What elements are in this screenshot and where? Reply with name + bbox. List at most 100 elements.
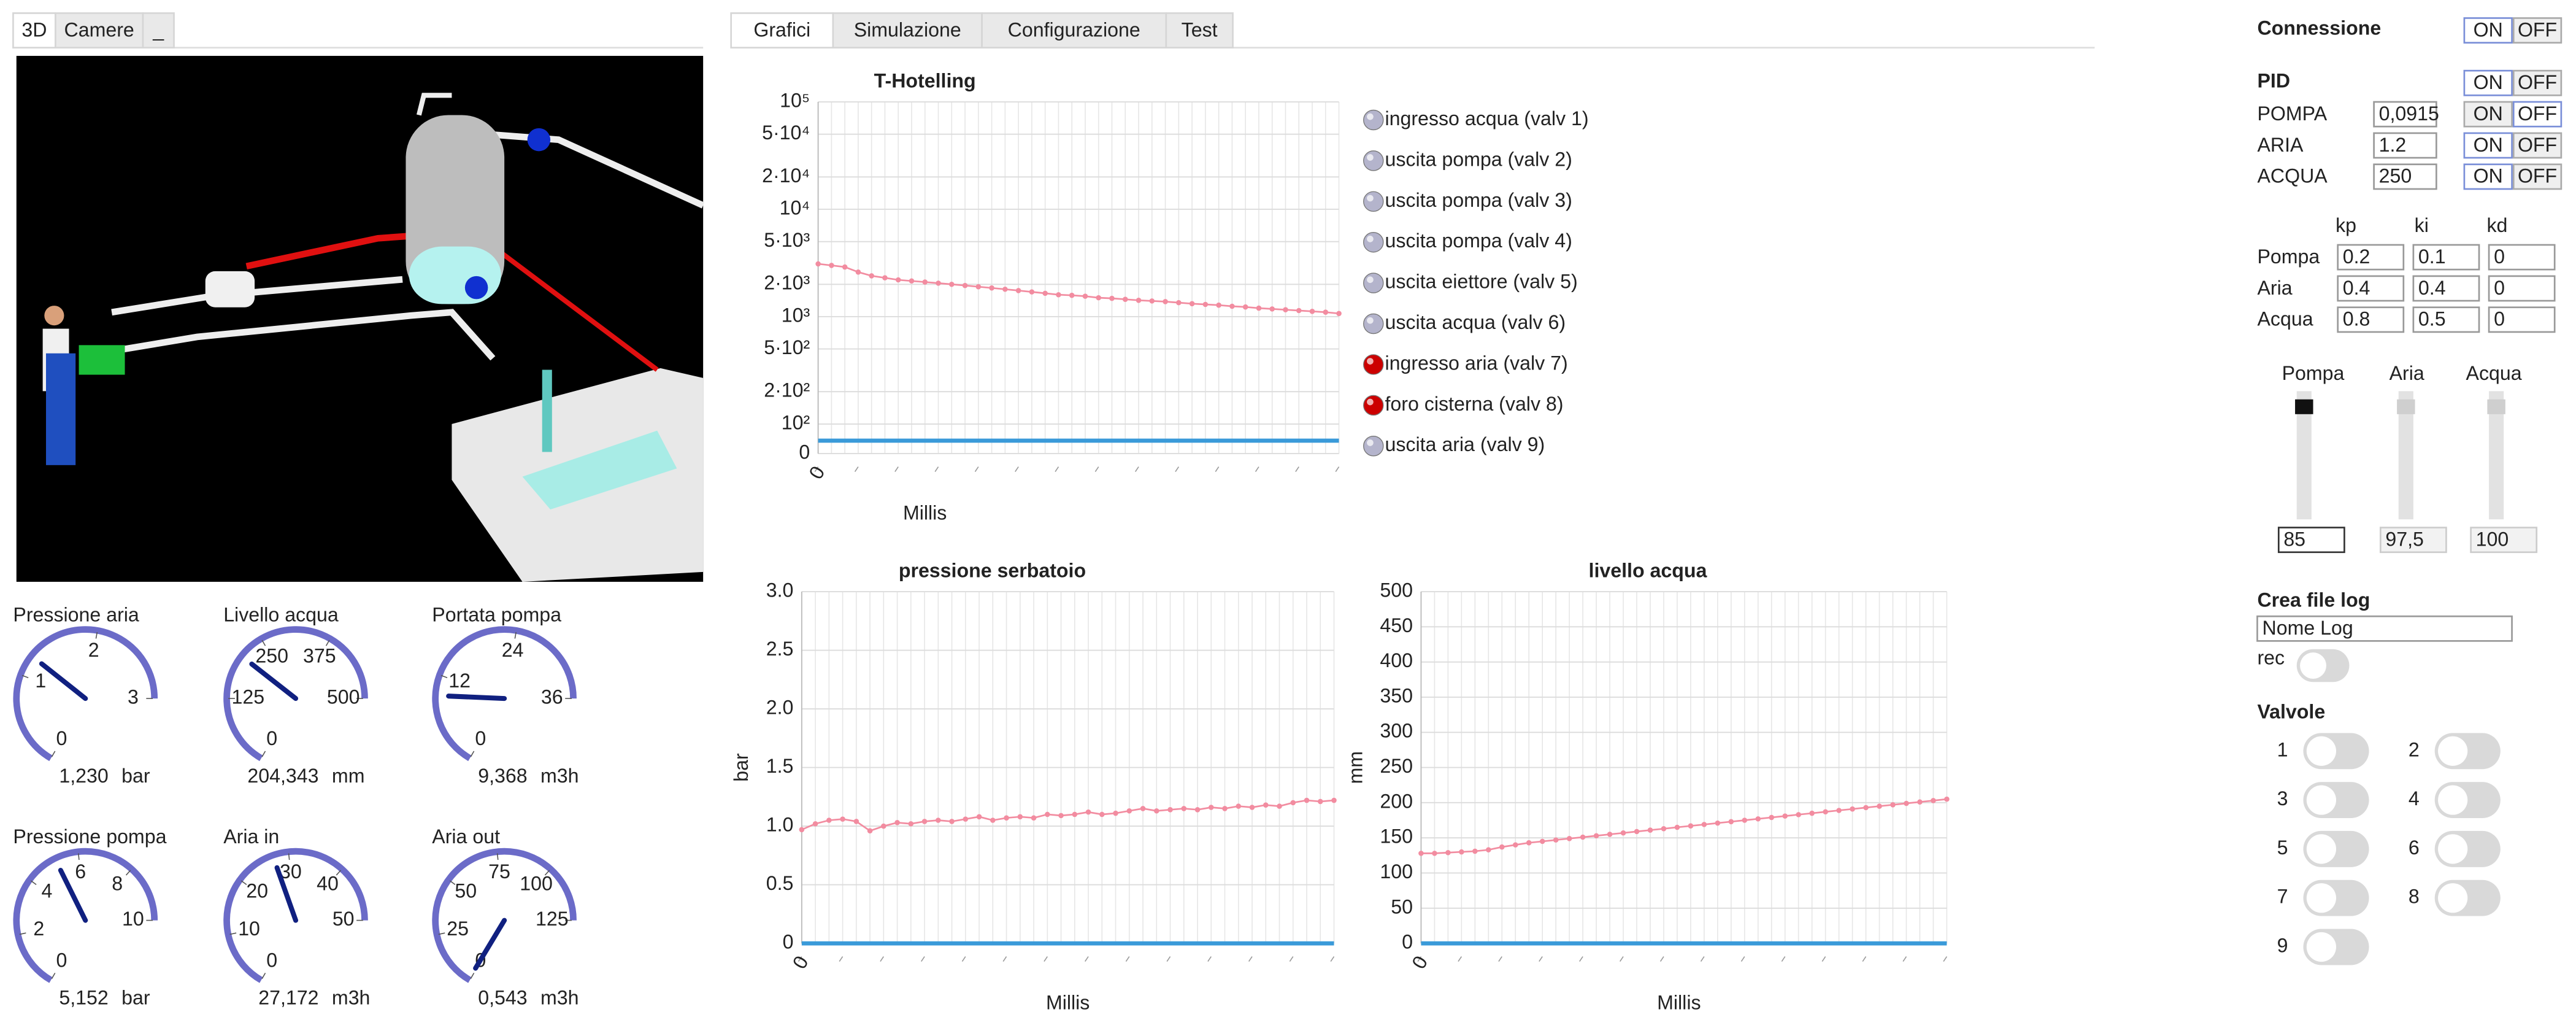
gauge-tick (544, 870, 550, 876)
input-box[interactable] (2337, 306, 2405, 333)
series-point (1850, 806, 1855, 812)
input-box[interactable] (2337, 244, 2405, 271)
cistern-water (522, 430, 677, 510)
valve-label: 9 (2277, 934, 2288, 956)
input-box[interactable] (2412, 244, 2480, 271)
series-point (1715, 820, 1721, 826)
tab[interactable] (1165, 12, 1234, 48)
gauge-tick-label: 250 (255, 644, 288, 667)
gauge-tick-label: 100 (520, 872, 553, 894)
valve-label: 8 (2409, 886, 2420, 908)
series-point (1526, 840, 1532, 846)
toggle-button[interactable] (2463, 163, 2513, 190)
slider-thumb[interactable] (2397, 399, 2415, 414)
gauge-tick (336, 870, 342, 876)
input-box[interactable] (2373, 132, 2437, 159)
input-box[interactable] (2256, 615, 2513, 642)
input-box[interactable] (2277, 527, 2345, 554)
gauge-tick (229, 932, 237, 935)
tab[interactable] (832, 12, 983, 48)
gauge-tick-label: 20 (246, 879, 268, 902)
input-value: 0 (2494, 245, 2505, 268)
series-point (1189, 301, 1195, 307)
x-tick (1659, 956, 1664, 962)
section-title: PID (2257, 69, 2290, 91)
y-tick-label: 0 (799, 441, 810, 463)
x-tick (1821, 956, 1826, 962)
toggle-button[interactable] (2463, 132, 2513, 159)
input-value: 0.4 (2343, 277, 2370, 299)
series-point (1445, 849, 1451, 856)
slider-thumb[interactable] (2487, 399, 2505, 414)
slider-thumb[interactable] (2295, 399, 2313, 414)
y-tick-label: 500 (1380, 579, 1413, 601)
toggle-button[interactable] (2463, 17, 2513, 44)
series-point (1755, 816, 1761, 822)
input-box[interactable] (2470, 527, 2538, 554)
gauge-needle (274, 865, 299, 923)
input-box[interactable] (2488, 244, 2556, 271)
legend-label: uscita pompa (valv 4) (1385, 230, 1572, 252)
tab[interactable] (142, 12, 175, 48)
gauge-tick-label: 3 (128, 686, 139, 708)
gauge-tick (51, 751, 56, 757)
x-tick (1619, 956, 1624, 962)
gauge-tick (470, 973, 475, 980)
series-point (963, 816, 969, 822)
gauge-tick-label: 4 (41, 879, 52, 902)
series-point (1015, 288, 1021, 293)
series-point (1096, 295, 1101, 301)
gauge-label: Pressione pompa (13, 825, 166, 848)
gauge-tick-label: 125 (232, 686, 265, 708)
toggle-button[interactable] (2463, 101, 2513, 128)
input-box[interactable] (2379, 527, 2447, 554)
tab-label: Test (1182, 18, 1218, 41)
legend-dot (1363, 109, 1384, 131)
toggle-button[interactable] (2512, 17, 2563, 44)
series-point (1140, 806, 1146, 811)
input-box[interactable] (2373, 163, 2437, 190)
input-box[interactable] (2412, 306, 2480, 333)
valve-label: 1 (2277, 738, 2288, 760)
input-value: 97,5 (2385, 528, 2424, 550)
input-box[interactable] (2337, 275, 2405, 302)
gauge-needle (39, 661, 88, 701)
viewport-3d[interactable] (16, 56, 705, 582)
pump (79, 345, 125, 375)
x-tick (1207, 956, 1212, 962)
input-box[interactable] (2412, 275, 2480, 302)
slider-label: Acqua (2466, 362, 2522, 384)
y-tick-label: 200 (1380, 790, 1413, 812)
gauge-tick-label: 500 (327, 686, 360, 708)
person-overalls (45, 353, 76, 465)
valve-label: 6 (2409, 837, 2420, 859)
gauge-tick (125, 870, 131, 876)
x-tick (1015, 466, 1019, 472)
legend-dot-shine (1367, 398, 1374, 406)
gain-label: Pompa (2257, 245, 2320, 268)
series-point (812, 821, 818, 827)
input-box[interactable] (2488, 306, 2556, 333)
input-value: 0.8 (2343, 308, 2370, 330)
toggle-button[interactable] (2512, 69, 2563, 96)
pipe (98, 309, 496, 361)
input-box[interactable] (2488, 275, 2556, 302)
series-point (922, 279, 928, 285)
legend-dot-shine (1367, 113, 1374, 120)
input-box[interactable] (2373, 101, 2437, 128)
tab[interactable] (981, 12, 1167, 48)
legend-dot (1363, 191, 1384, 212)
input-value: 0.2 (2343, 245, 2370, 268)
gauge-label: Aria in (223, 825, 279, 848)
toggle-button[interactable] (2463, 69, 2513, 96)
series-point (1836, 808, 1842, 813)
toggle-button-label: ON (2474, 165, 2503, 187)
toggle-button[interactable] (2512, 101, 2563, 128)
gain-label: Aria (2257, 277, 2292, 299)
series-point (976, 814, 982, 820)
toggle-button[interactable] (2512, 132, 2563, 159)
toggle-button-label: OFF (2518, 71, 2557, 93)
toggle-button[interactable] (2512, 163, 2563, 190)
valve-label: 5 (2277, 837, 2288, 859)
